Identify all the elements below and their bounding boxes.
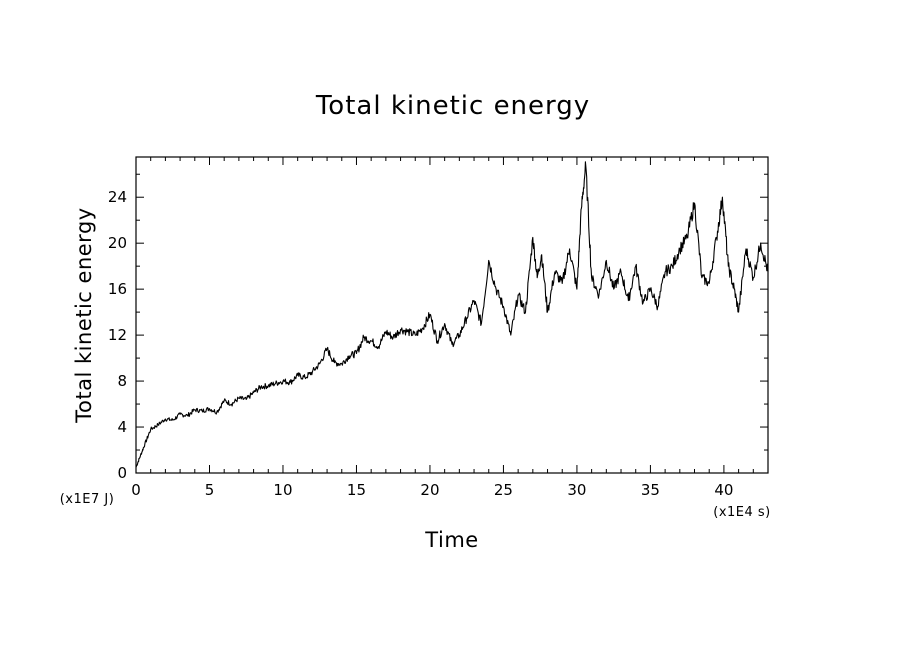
- y-tick-label: 0: [117, 464, 127, 482]
- axis-ticks: [135, 157, 769, 474]
- x-tick-label: 0: [131, 481, 141, 499]
- y-tick-label: 20: [108, 234, 127, 252]
- y-unit-label: (x1E7 J): [60, 492, 115, 507]
- x-tick-label: 10: [273, 481, 292, 499]
- y-tick-label: 16: [108, 280, 127, 298]
- x-tick-label: 25: [494, 481, 513, 499]
- y-tick-label: 8: [117, 372, 127, 390]
- x-tick-label: 30: [567, 481, 586, 499]
- x-tick-label: 15: [347, 481, 366, 499]
- chart-title: Total kinetic energy: [315, 91, 590, 121]
- x-tick-label: 40: [714, 481, 733, 499]
- y-tick-label: 12: [108, 326, 127, 344]
- x-tick-label: 20: [420, 481, 439, 499]
- series-line: [135, 161, 769, 468]
- x-tick-label: 5: [205, 481, 215, 499]
- y-tick-label: 24: [108, 188, 127, 206]
- plot-frame: [135, 156, 769, 474]
- y-axis-label: Total kinetic energy: [72, 207, 96, 423]
- x-tick-label: 35: [641, 481, 660, 499]
- tick-labels: 0 5 10 15 20 25 30 35 40 0 4 8 12 16 20 24: [108, 188, 734, 499]
- x-axis-label: Time: [424, 528, 478, 552]
- y-tick-label: 4: [117, 418, 127, 436]
- x-unit-label: (x1E4 s): [713, 505, 771, 520]
